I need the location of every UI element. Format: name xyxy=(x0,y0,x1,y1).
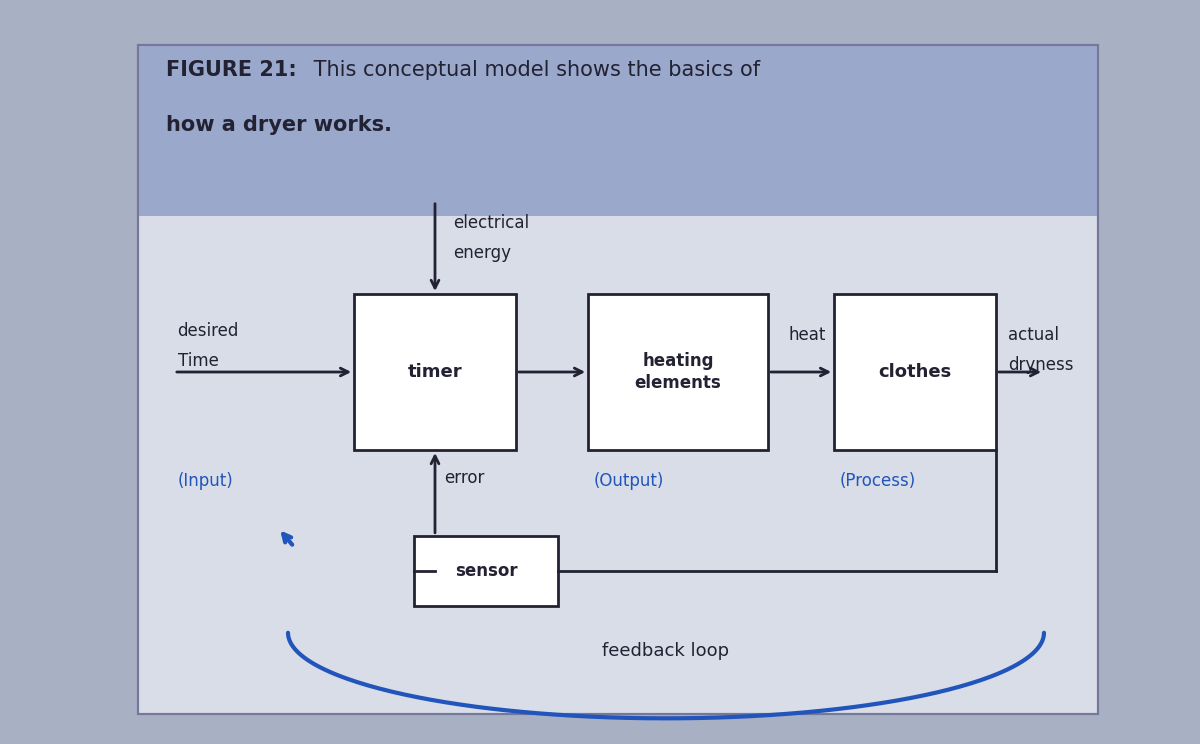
Text: (Process): (Process) xyxy=(840,472,917,490)
Text: how a dryer works.: how a dryer works. xyxy=(166,115,391,135)
Text: actual: actual xyxy=(1008,326,1060,344)
Text: heating
elements: heating elements xyxy=(635,352,721,392)
Text: Time: Time xyxy=(178,352,218,370)
Text: sensor: sensor xyxy=(455,562,517,580)
Text: error: error xyxy=(445,469,485,487)
Text: heat: heat xyxy=(790,326,827,344)
Text: desired: desired xyxy=(178,322,239,340)
Text: (Input): (Input) xyxy=(178,472,233,490)
Text: dryness: dryness xyxy=(1008,356,1074,373)
Bar xyxy=(834,294,996,450)
Text: (Output): (Output) xyxy=(594,472,665,490)
Bar xyxy=(354,294,516,450)
Bar xyxy=(414,536,558,606)
Bar xyxy=(138,45,1098,216)
Bar xyxy=(138,45,1098,714)
Text: energy: energy xyxy=(454,244,511,262)
Text: This conceptual model shows the basics of: This conceptual model shows the basics o… xyxy=(307,60,761,80)
Text: timer: timer xyxy=(408,363,462,381)
Text: electrical: electrical xyxy=(454,214,529,232)
Text: clothes: clothes xyxy=(878,363,952,381)
Bar xyxy=(588,294,768,450)
Text: FIGURE 21:: FIGURE 21: xyxy=(166,60,296,80)
Bar xyxy=(138,45,1098,714)
Text: feedback loop: feedback loop xyxy=(602,642,730,660)
